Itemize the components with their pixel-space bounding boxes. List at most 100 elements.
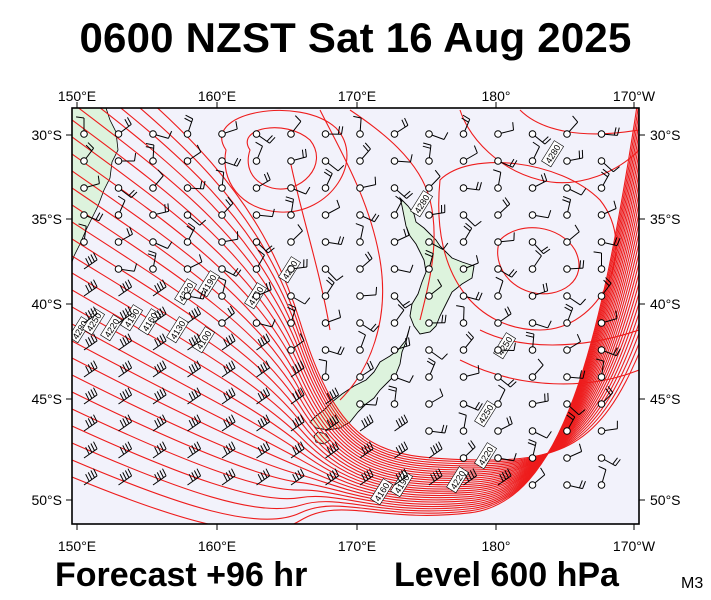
wind-barb-icon bbox=[597, 127, 620, 138]
wind-barb-icon bbox=[528, 467, 546, 489]
station-circle-icon bbox=[563, 427, 571, 435]
wind-barb-icon bbox=[252, 281, 272, 300]
wind-barb-icon bbox=[76, 116, 88, 138]
wind-barb-icon bbox=[221, 333, 236, 351]
lon-label-bottom-150e: 150°E bbox=[58, 538, 96, 554]
map-title: 0600 NZST Sat 16 Aug 2025 bbox=[79, 14, 632, 61]
station-circle-icon bbox=[252, 184, 261, 192]
wind-barb-icon bbox=[321, 236, 345, 246]
wind-barb-icon bbox=[563, 400, 586, 416]
wind-barb-icon bbox=[290, 414, 305, 432]
station-circle-icon bbox=[356, 238, 364, 246]
station-circle-icon bbox=[252, 211, 261, 219]
station-circle-icon bbox=[287, 319, 295, 327]
station-circle-icon bbox=[390, 157, 399, 165]
wind-barb-icon bbox=[183, 211, 207, 226]
wind-barb-icon bbox=[390, 184, 413, 199]
wind-barb-icon bbox=[83, 333, 98, 351]
wind-barb-icon bbox=[459, 331, 474, 354]
station-circle-icon bbox=[459, 157, 468, 165]
wind-barb-icon bbox=[597, 454, 621, 467]
station-circle-icon bbox=[218, 265, 226, 273]
lat-label-left-40s: 40°S bbox=[31, 296, 62, 312]
north-island bbox=[399, 196, 475, 335]
wind-barb-icon bbox=[528, 358, 544, 381]
wind-barb-icon bbox=[459, 211, 482, 227]
station-circle-icon bbox=[390, 400, 399, 408]
wind-barb-icon bbox=[83, 468, 98, 486]
station-circle-icon bbox=[597, 454, 606, 462]
wind-barb-icon bbox=[321, 168, 333, 192]
wind-barb-icon bbox=[152, 468, 167, 486]
lon-label-top-160e: 160°E bbox=[198, 88, 236, 104]
wind-barb-icon bbox=[114, 195, 126, 219]
wind-barb-icon bbox=[390, 264, 414, 273]
wind-barb-icon bbox=[425, 204, 446, 219]
wind-barb-icon bbox=[152, 441, 167, 459]
lat-label-left-35s: 35°S bbox=[31, 211, 62, 227]
station-circle-icon bbox=[356, 157, 364, 165]
wind-barb-icon bbox=[145, 142, 157, 165]
station-circle-icon bbox=[321, 373, 330, 381]
lon-label-bottom-160e: 160°E bbox=[198, 538, 236, 554]
station-circle-icon bbox=[563, 481, 571, 489]
station-circle-icon bbox=[356, 130, 364, 138]
station-circle-icon bbox=[390, 265, 399, 273]
wind-barb-icon bbox=[83, 387, 98, 405]
height-contour-line bbox=[459, 359, 639, 385]
wind-barbs bbox=[76, 114, 621, 490]
wind-barb-icon bbox=[494, 416, 513, 435]
wind-barb-icon bbox=[425, 424, 448, 435]
station-circle-icon bbox=[80, 184, 88, 192]
wind-barb-icon bbox=[425, 238, 449, 250]
station-circle-icon bbox=[459, 265, 468, 273]
wind-barb-icon bbox=[221, 414, 236, 432]
height-contour-line bbox=[72, 159, 639, 501]
lat-label-right-45s: 45°S bbox=[650, 391, 681, 407]
wind-barb-icon bbox=[287, 148, 307, 165]
station-circle-icon bbox=[149, 184, 157, 192]
height-contour-line bbox=[72, 149, 639, 503]
station-circle-icon bbox=[218, 292, 226, 300]
station-circle-icon bbox=[356, 184, 364, 192]
station-circle-icon bbox=[459, 292, 468, 300]
station-circle-icon bbox=[356, 265, 364, 273]
height-contour-line bbox=[72, 139, 639, 505]
height-contour-line bbox=[72, 153, 639, 475]
station-circle-icon bbox=[356, 211, 364, 219]
wind-barb-icon bbox=[287, 303, 297, 327]
station-circle-icon bbox=[252, 265, 261, 273]
station-circle-icon bbox=[252, 157, 261, 165]
station-circle-icon bbox=[459, 427, 468, 435]
wind-barb-icon bbox=[390, 292, 412, 309]
wind-barb-icon bbox=[325, 387, 340, 405]
wind-barb-icon bbox=[183, 222, 196, 246]
wind-barb-icon bbox=[528, 130, 552, 145]
wind-barb-icon bbox=[359, 468, 374, 486]
wind-barb-icon bbox=[563, 334, 582, 354]
station-circle-icon bbox=[425, 400, 433, 408]
wind-barb-icon bbox=[221, 387, 236, 405]
station-circle-icon bbox=[528, 292, 537, 300]
wind-barb-icon bbox=[356, 319, 380, 333]
wind-barb-icon bbox=[356, 397, 379, 408]
wind-barb-icon bbox=[218, 121, 238, 138]
wind-barb-icon bbox=[285, 196, 295, 219]
wind-barb-icon bbox=[459, 291, 483, 301]
station-circle-icon bbox=[356, 292, 364, 300]
wind-barb-icon bbox=[183, 180, 206, 192]
wind-barb-icon bbox=[187, 306, 202, 324]
wind-barb-icon bbox=[256, 360, 271, 378]
station-circle-icon bbox=[597, 400, 606, 408]
wind-barb-icon bbox=[463, 468, 478, 486]
height-contour-line bbox=[497, 227, 580, 295]
station-circle-icon bbox=[183, 130, 192, 138]
station-circle-icon bbox=[563, 265, 571, 273]
wind-barb-icon bbox=[152, 360, 167, 378]
station-circle-icon bbox=[425, 319, 433, 327]
wind-barb-icon bbox=[494, 157, 518, 168]
wind-barb-icon bbox=[183, 254, 203, 273]
wind-barb-icon bbox=[114, 184, 138, 199]
station-circle-icon bbox=[321, 211, 330, 219]
